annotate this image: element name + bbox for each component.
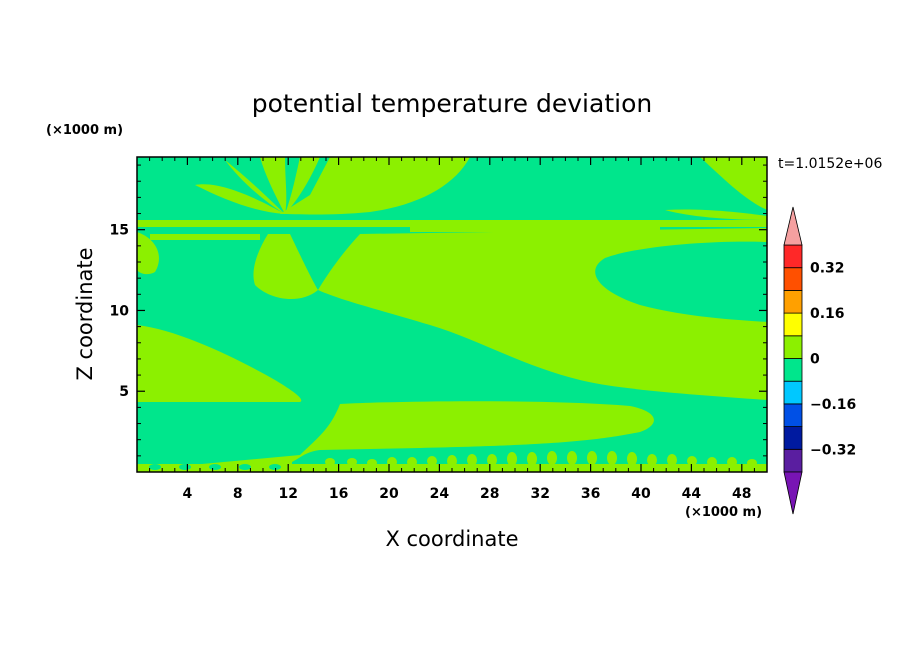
x-tick-label: 16 (329, 486, 348, 502)
x-ticks: 4 8 12 16 20 24 28 32 36 40 44 48 (149, 157, 755, 502)
x-tick-label: 28 (480, 486, 499, 502)
field-region (137, 401, 654, 472)
colorbar-label: −0.16 (810, 397, 856, 413)
x-tick-label: 12 (278, 486, 297, 502)
colorbar-segment (783, 244, 803, 269)
colorbar-label: 0.16 (810, 306, 845, 322)
bottom-ripples-negative (149, 464, 281, 470)
y-ticks: 5 10 15 (110, 164, 767, 457)
colorbar-segment (783, 335, 803, 359)
time-label: t=1.0152e+06 (778, 156, 882, 172)
colorbar-over-triangle (783, 206, 803, 246)
x-tick-label: 48 (732, 486, 751, 502)
colorbar-segment (783, 358, 803, 382)
field-region (225, 160, 285, 214)
field-region (137, 325, 302, 402)
colorbar-segment (783, 403, 803, 427)
x-tick-label: 32 (530, 486, 549, 502)
field-region (137, 232, 159, 275)
field-region (253, 234, 318, 300)
field-region (260, 157, 287, 214)
field-region (280, 157, 470, 215)
field-region (410, 226, 660, 232)
x-tick-label: 44 (682, 486, 702, 502)
x-tick-label: 36 (581, 486, 600, 502)
field-region (195, 184, 285, 214)
y-tick-label: 10 (110, 303, 130, 319)
colorbar-label: 0 (810, 352, 820, 368)
field-region (700, 157, 767, 210)
y-axis-label: Z coordinate (73, 247, 97, 380)
colorbar-segment (783, 426, 803, 450)
x-axis-unit: (×1000 m) (685, 505, 762, 520)
colorbar-label: −0.32 (810, 442, 856, 458)
colorbar-segment (783, 448, 803, 473)
x-axis-label: X coordinate (385, 527, 518, 551)
x-tick-label: 4 (183, 486, 193, 502)
y-tick-label: 15 (110, 223, 129, 239)
field-region (150, 234, 260, 240)
x-tick-label: 40 (631, 486, 651, 502)
plot-field (137, 157, 767, 472)
field-region (137, 220, 767, 227)
x-tick-label: 20 (379, 486, 399, 502)
x-tick-label: 8 (233, 486, 243, 502)
y-tick-label: 5 (119, 384, 129, 400)
colorbar-label: 0.32 (810, 261, 845, 277)
chart-title: potential temperature deviation (252, 89, 652, 118)
y-axis-unit: (×1000 m) (46, 123, 123, 138)
colorbar-segment (783, 380, 803, 405)
colorbar-under-triangle (783, 471, 803, 515)
colorbar-segment (783, 267, 803, 291)
x-tick-label: 24 (430, 486, 450, 502)
field-region (665, 209, 767, 220)
field-region (318, 228, 767, 400)
colorbar-segment (783, 312, 803, 337)
colorbar: 0.32 0.16 0 −0.16 −0.32 (783, 206, 856, 515)
field-region (285, 157, 320, 214)
colorbar-segment (783, 289, 803, 314)
